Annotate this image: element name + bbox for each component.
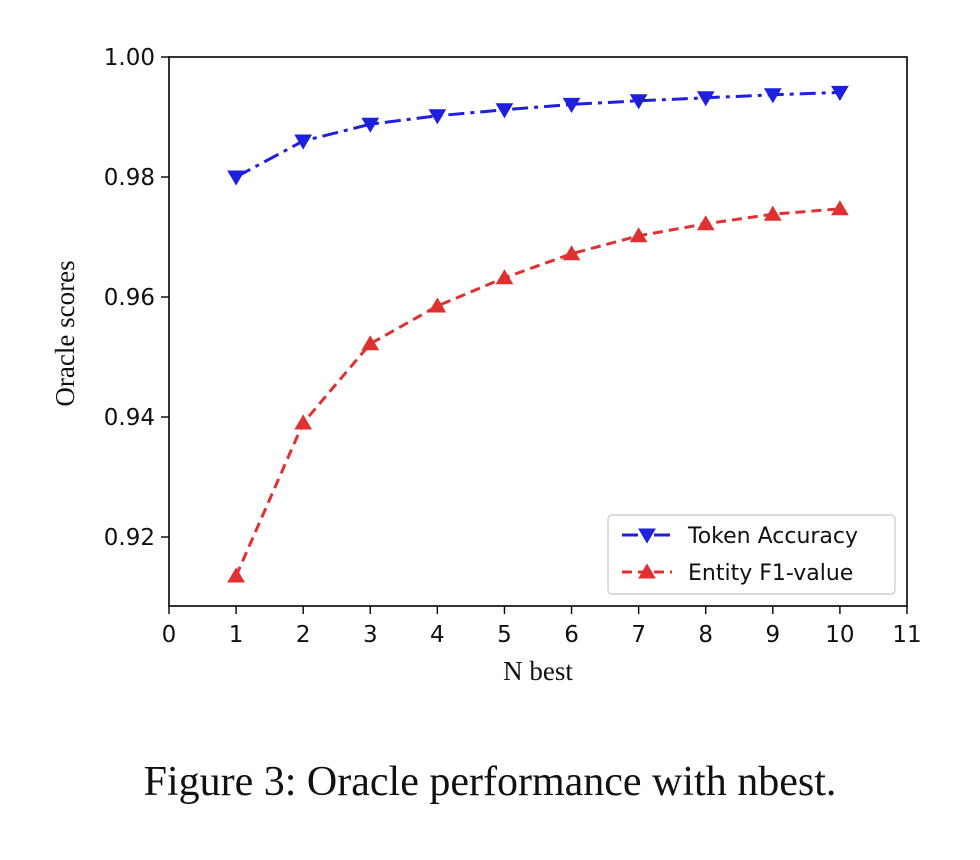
y-tick-label: 1.00 <box>104 45 155 71</box>
x-tick-label: 5 <box>497 622 512 648</box>
series-2-point <box>629 227 648 243</box>
series-2-point <box>294 414 313 430</box>
series-line-1 <box>235 90 840 179</box>
legend-swatch-marker <box>638 528 656 544</box>
x-tick-label: 2 <box>296 622 311 648</box>
x-tick-label: 0 <box>162 622 177 648</box>
x-tick-label: 3 <box>363 622 378 648</box>
x-tick-label: 8 <box>698 622 713 648</box>
y-tick-label: 0.92 <box>104 525 155 551</box>
y-tick-label: 0.94 <box>104 405 155 431</box>
y-axis-title: Oracle scores <box>50 260 80 406</box>
series-1-point <box>629 94 648 110</box>
x-tick-label: 10 <box>825 622 854 648</box>
series-2-point <box>227 567 245 583</box>
series-2-point <box>763 205 782 221</box>
series-2-point <box>361 335 380 351</box>
series-2-point <box>495 269 514 285</box>
x-tick-label: 6 <box>564 622 579 648</box>
figure-caption: Figure 3: Oracle performance with nbest. <box>143 759 837 805</box>
series-2-point <box>831 200 849 216</box>
x-tick-label: 4 <box>430 622 445 648</box>
series-1-point <box>428 109 447 125</box>
series-line-2 <box>234 207 841 577</box>
legend-swatch-marker <box>638 563 656 579</box>
x-tick-label: 11 <box>892 622 921 648</box>
series-1-point <box>227 170 245 186</box>
series-1-point <box>294 134 313 150</box>
series-2-point <box>696 215 715 231</box>
y-tick-label: 0.96 <box>104 285 155 311</box>
oracle-score-chart: 0 1 2 3 4 5 6 7 8 9 10 11 0.92 0.94 0.96 0.98 1.00 N best… <box>50 45 922 686</box>
y-tick-label: 0.98 <box>104 165 155 191</box>
series-1-point <box>763 88 782 104</box>
series-1-point <box>361 117 380 133</box>
x-tick-label: 1 <box>229 622 244 648</box>
series-1-point <box>495 103 514 119</box>
series-1-point <box>562 97 581 113</box>
legend-box <box>607 514 896 595</box>
plot-frame <box>168 56 908 607</box>
legend-label: Entity F1-value <box>688 561 853 586</box>
x-tick-label: 9 <box>765 622 780 648</box>
x-axis-title: N best <box>503 656 573 686</box>
series-2-point <box>562 245 581 261</box>
x-tick-label: 7 <box>631 622 646 648</box>
legend-label: Token Accuracy <box>687 524 858 549</box>
series-2-point <box>428 297 447 313</box>
series-1-point <box>696 91 715 107</box>
series-1-point <box>831 85 849 101</box>
